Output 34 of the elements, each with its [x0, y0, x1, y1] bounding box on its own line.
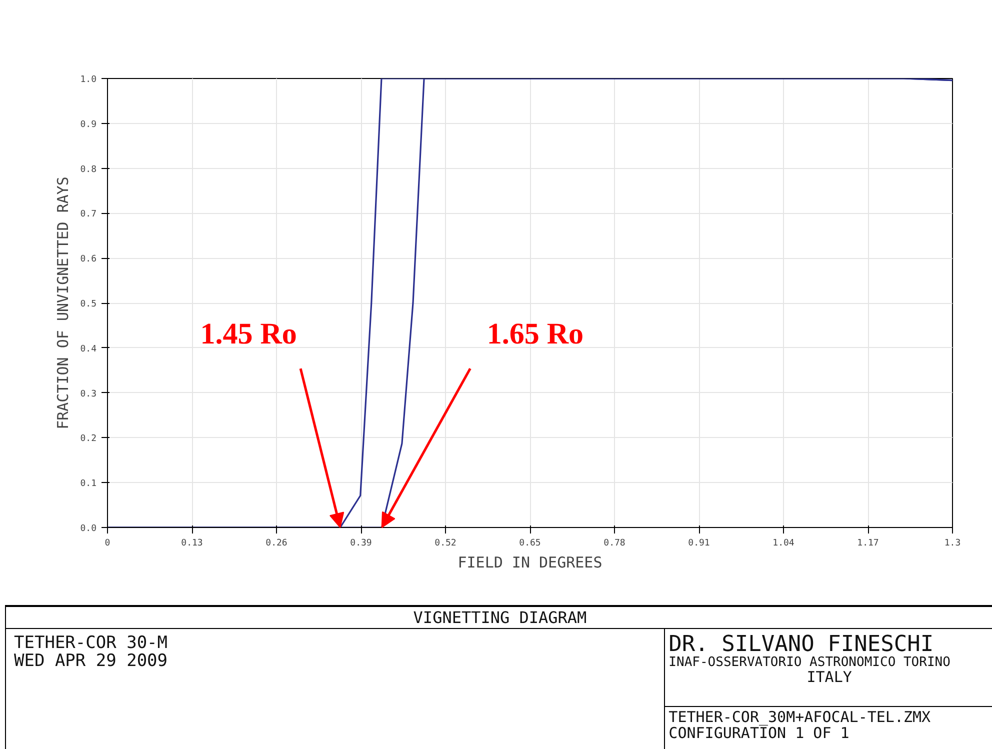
y-tick-label: 0.4 [80, 344, 97, 354]
x-tick-label: 1.3 [944, 538, 961, 548]
annotation: 1.45 Ro [200, 318, 297, 351]
text: ITALY [806, 668, 853, 686]
x-tick-label: 0.91 [688, 538, 710, 548]
x-tick-label: 0.13 [181, 538, 203, 548]
y-tick-label: 0.8 [80, 164, 97, 175]
x-tick-label: 0.65 [519, 538, 541, 548]
text: TETHER-COR 30-M [14, 633, 169, 653]
text: INAF-OSSERVATORIO ASTRONOMICO TORINO [668, 655, 952, 670]
text: CONFIGURATION 1 OF 1 [668, 724, 850, 742]
y-tick-label: 0.0 [80, 524, 97, 534]
x-tick-label: 0.39 [350, 538, 372, 548]
text: WED APR 29 2009 [14, 650, 169, 671]
y-tick-label: 0.6 [80, 254, 97, 265]
y-axis-title: FRACTION OF UNVIGNETTED RAYS [54, 176, 72, 430]
text: VIGNETTING DIAGRAM [6, 607, 992, 629]
x-tick-label: 1.17 [857, 538, 879, 548]
y-tick-label: 0.3 [80, 389, 97, 400]
text: DR. SILVANO FINESCHI [668, 632, 934, 657]
annotation: 1.65 Ro [486, 318, 584, 351]
x-tick-label: 0.26 [266, 538, 288, 548]
y-tick-label: 0.9 [80, 120, 97, 130]
x-tick-label: 0.52 [434, 538, 456, 548]
text: TETHER-COR_30M+AFOCAL-TEL.ZMX [668, 708, 932, 726]
x-tick-label: 1.04 [772, 538, 794, 548]
y-tick-label: 0.5 [80, 300, 97, 310]
x-tick-label: 0 [104, 538, 110, 548]
x-axis-title: FIELD IN DEGREES [458, 554, 602, 572]
y-tick-label: 1.0 [80, 75, 97, 85]
x-tick-label: 0.78 [604, 538, 626, 548]
y-tick-label: 0.2 [80, 434, 97, 444]
y-tick-label: 0.7 [80, 210, 97, 220]
y-tick-label: 0.1 [80, 479, 97, 490]
